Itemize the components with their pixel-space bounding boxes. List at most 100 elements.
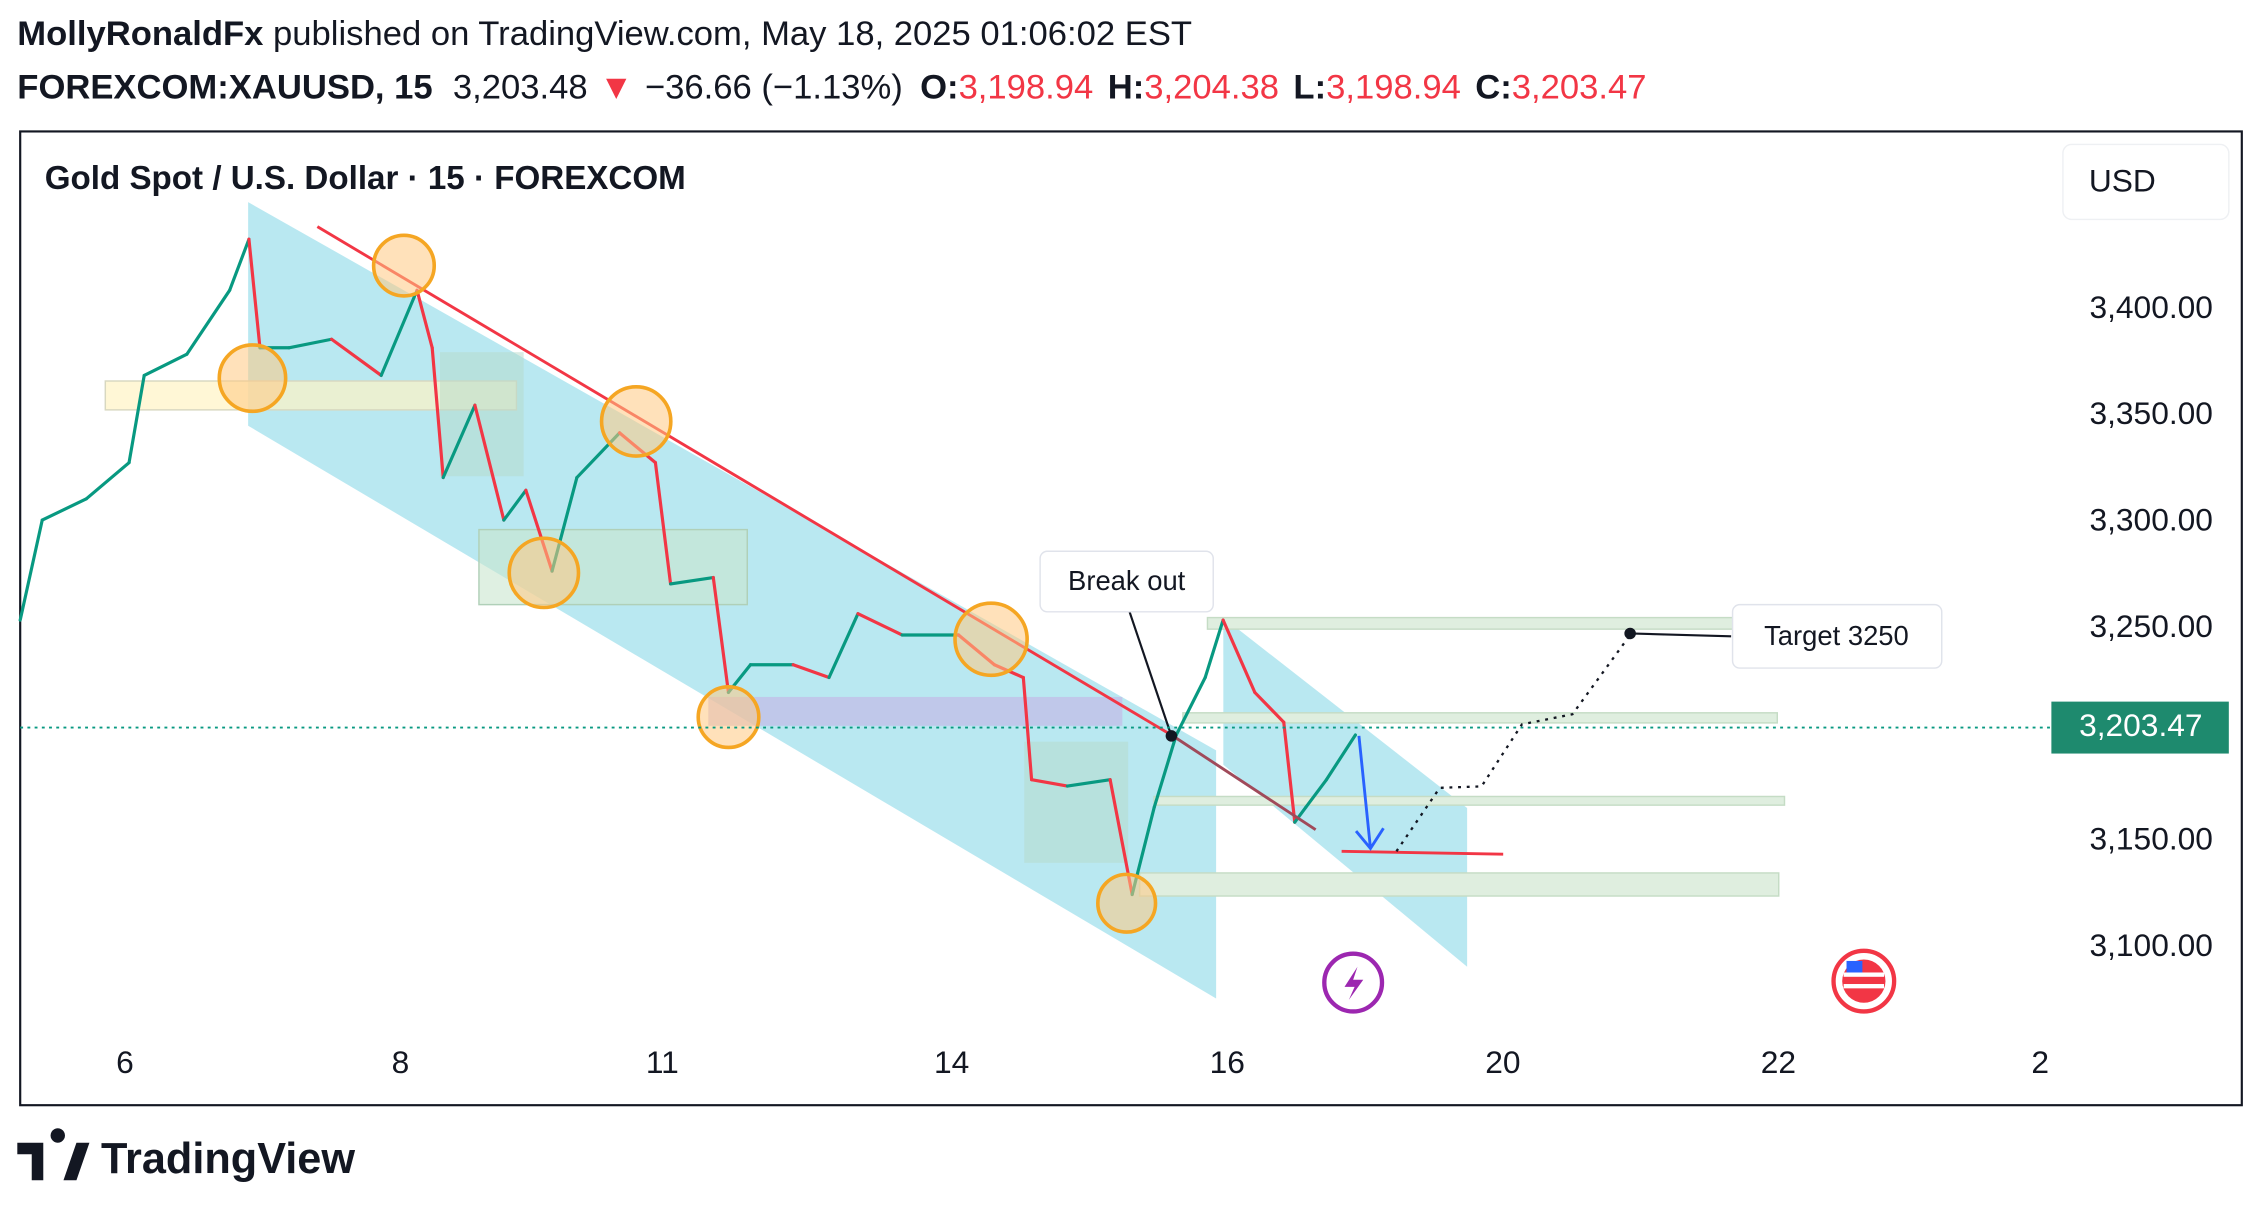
price-segment bbox=[827, 612, 860, 680]
price-segment bbox=[330, 337, 383, 378]
price-segment bbox=[711, 575, 731, 695]
logo-mark bbox=[17, 1128, 90, 1181]
x-tick-label: 11 bbox=[646, 1044, 679, 1080]
author: MollyRonaldFx bbox=[17, 15, 263, 53]
price-segment bbox=[1030, 778, 1070, 788]
price-segment bbox=[1021, 675, 1034, 782]
zone bbox=[1138, 872, 1780, 897]
zone bbox=[1153, 795, 1786, 806]
y-tick-label: 3,100.00 bbox=[2089, 927, 2212, 963]
zone bbox=[1182, 712, 1779, 724]
target-line bbox=[1630, 632, 1732, 638]
c-label: C: bbox=[1475, 69, 1512, 107]
price-segment bbox=[1221, 618, 1257, 695]
x-tick-label: 2 bbox=[2031, 1044, 2049, 1080]
price-segment bbox=[856, 612, 904, 637]
event-bolt bbox=[1344, 966, 1364, 1000]
header-line-2: FOREXCOM:XAUUSD, 15 3,203.48 ▼ −36.66 (−1.1… bbox=[17, 69, 1646, 107]
price-segment bbox=[18, 518, 44, 622]
callout-text: Break out bbox=[1068, 565, 1186, 596]
zone bbox=[1024, 741, 1129, 863]
callout-dot bbox=[1165, 730, 1178, 742]
drawings bbox=[104, 202, 1786, 999]
callout-line bbox=[1128, 611, 1173, 737]
o-label: O: bbox=[920, 69, 958, 107]
y-tick-label: 3,350.00 bbox=[2089, 395, 2212, 431]
x-tick-label: 8 bbox=[392, 1044, 410, 1080]
price-segment bbox=[502, 488, 528, 522]
header-line-1: MollyRonaldFx published on TradingView.c… bbox=[17, 15, 1192, 53]
x-tick-label: 20 bbox=[1485, 1044, 1520, 1080]
flag-stripe bbox=[1843, 984, 1885, 989]
touch-points bbox=[217, 233, 1158, 934]
price-segment bbox=[287, 337, 334, 350]
last-price-box bbox=[2051, 701, 2229, 754]
price-segment bbox=[1304, 778, 1329, 809]
trend-line bbox=[316, 225, 1174, 738]
trend-line bbox=[1172, 734, 1317, 831]
touch bbox=[217, 343, 288, 414]
flag-canton bbox=[1846, 960, 1863, 973]
price-segment bbox=[1203, 618, 1225, 680]
flag-stripe bbox=[1843, 972, 1885, 977]
zone bbox=[1206, 616, 1742, 630]
y-tick-label: 3,250.00 bbox=[2089, 608, 2212, 644]
published: published on TradingView.com, May 18, 20… bbox=[263, 15, 1192, 53]
overlays: Break out Target 3250 bbox=[217, 225, 1943, 1014]
touch bbox=[507, 536, 581, 610]
price-segment bbox=[1174, 675, 1207, 737]
target-dot bbox=[1624, 627, 1636, 640]
l-label: L: bbox=[1293, 69, 1326, 107]
change: −36.66 (−1.13%) bbox=[645, 69, 903, 107]
axes: 3,100.003,150.003,200.003,250.003,300.00… bbox=[20, 289, 2229, 1080]
logo: TradingView bbox=[17, 1128, 355, 1183]
last-price-label: 3,203.47 bbox=[2079, 707, 2202, 743]
price-segment bbox=[653, 461, 673, 586]
touch bbox=[371, 233, 437, 298]
price-segment bbox=[1152, 733, 1178, 809]
price-segment bbox=[1253, 690, 1286, 724]
price: 3,203.48 bbox=[453, 69, 588, 107]
price-segment bbox=[473, 403, 506, 522]
x-tick-label: 6 bbox=[116, 1044, 134, 1080]
chart-title: Gold Spot / U.S. Dollar · 15 · FOREXCOM bbox=[45, 160, 686, 197]
l: 3,198.94 bbox=[1326, 69, 1461, 107]
price-segment bbox=[40, 497, 88, 522]
callout-box bbox=[1731, 603, 1943, 669]
symbol: FOREXCOM:XAUUSD, 15 bbox=[17, 69, 432, 107]
x-tick-label: 16 bbox=[1210, 1044, 1245, 1080]
x-tick-label: 14 bbox=[934, 1044, 969, 1080]
currency: USD bbox=[2089, 163, 2156, 199]
brand: TradingView bbox=[101, 1135, 355, 1183]
touch bbox=[599, 384, 673, 458]
price-segment bbox=[142, 352, 189, 378]
callout-text: Target 3250 bbox=[1764, 620, 1909, 651]
touch bbox=[953, 601, 1029, 678]
touch bbox=[1096, 872, 1158, 934]
price-segment bbox=[1282, 720, 1297, 824]
price-segment bbox=[185, 288, 232, 356]
touch bbox=[696, 685, 761, 750]
price-segment bbox=[668, 575, 715, 586]
support-line bbox=[1341, 849, 1504, 856]
h: 3,204.38 bbox=[1144, 69, 1279, 107]
price-segment bbox=[1065, 778, 1112, 788]
price-segment bbox=[1324, 733, 1357, 782]
x-tick-label: 22 bbox=[1761, 1044, 1796, 1080]
price-segment bbox=[1293, 805, 1308, 824]
price-segment bbox=[415, 288, 434, 350]
zone bbox=[708, 696, 1123, 726]
price-segment bbox=[430, 346, 445, 480]
price-segment bbox=[441, 403, 477, 480]
o: 3,198.94 bbox=[959, 69, 1094, 107]
down-arrow bbox=[1354, 735, 1385, 851]
price-segment bbox=[379, 288, 419, 378]
projection bbox=[1395, 634, 1632, 852]
c: 3,203.47 bbox=[1512, 69, 1647, 107]
price-segment bbox=[247, 237, 262, 350]
y-tick-label: 3,400.00 bbox=[2089, 289, 2212, 325]
currency-box bbox=[2062, 143, 2230, 221]
price-segment bbox=[228, 237, 251, 292]
